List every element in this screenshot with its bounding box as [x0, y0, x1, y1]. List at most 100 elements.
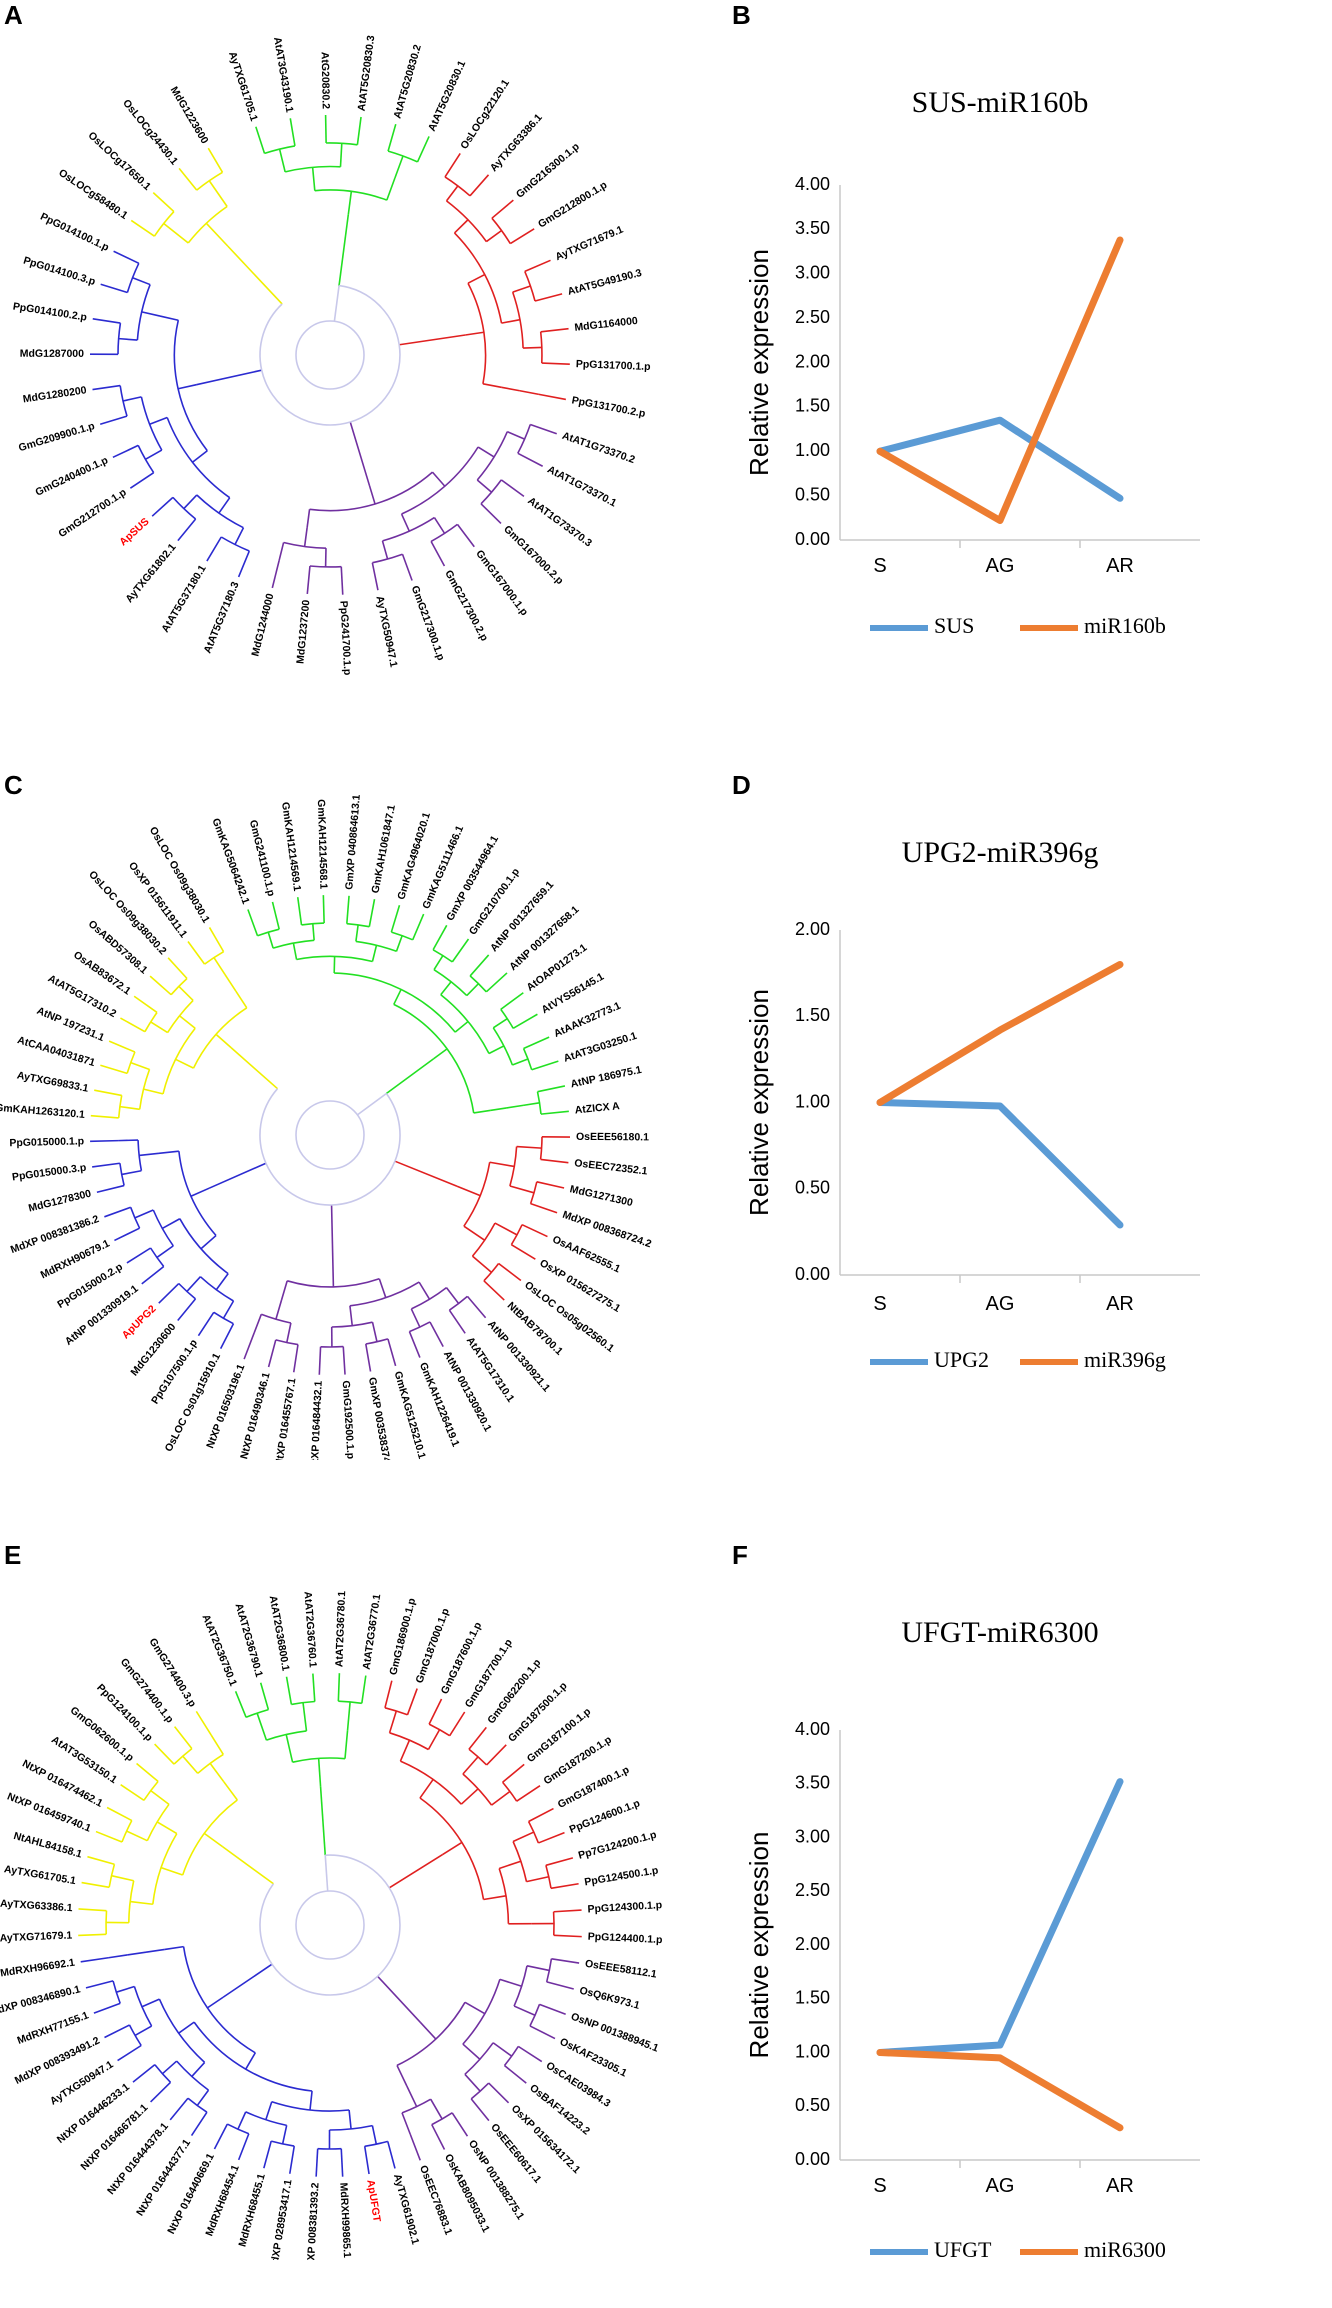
leaf-label: MdRXH68455.1 [236, 2172, 267, 2248]
tree-branch [303, 527, 308, 547]
tree-branch [477, 446, 495, 458]
tree-branch [460, 1788, 479, 1805]
tree-branch [419, 1778, 434, 1799]
tree-branch [120, 1784, 145, 1801]
series-line-ufgt [876, 1778, 1124, 2056]
tree-branch [126, 1830, 148, 1842]
tree-branch [539, 2003, 566, 2016]
leaf-label: AtNP 186975.1 [570, 1064, 643, 1091]
leaf-label: MdRXH96692.1 [0, 1957, 76, 1980]
tree-branch [182, 1755, 199, 1774]
leaf-label: OsEEC72352.1 [574, 1157, 649, 1177]
leaf-label: AtAT5G37180.3 [201, 580, 241, 655]
tree-branch [503, 2064, 527, 2084]
tree-branch [150, 1021, 169, 1034]
tree-branch [223, 1781, 238, 1801]
clade-purple: AtAT1G73370.2AtAT1G73370.1AtAT1G73370.3G… [249, 421, 637, 676]
tree-branch [416, 136, 430, 163]
tree-root-ring [295, 1890, 365, 1960]
tree-branch [523, 1036, 550, 1050]
clade-green: AyTXG61705.1 AtAT3G43190.1 AtG20830.2 AtAT5… [226, 35, 468, 286]
tree-branch [400, 513, 411, 532]
tree-branch [388, 1710, 398, 1734]
tree-branch [302, 1702, 308, 1732]
tree-branch [431, 2124, 446, 2150]
tree-branch [524, 259, 551, 273]
tree-branch [517, 452, 544, 467]
y-tick-label: 2.50 [795, 307, 830, 327]
leaf-label: MdG1278300 [27, 1188, 92, 1215]
tree-branch [476, 479, 493, 493]
tree-branch [151, 496, 174, 517]
tree-branch [210, 1734, 224, 1755]
backbone-branch [333, 285, 340, 322]
tree-arc [329, 2124, 373, 2131]
tree-branch [488, 2082, 510, 2104]
tree-branch [491, 1790, 511, 1806]
tree-branch [516, 1145, 542, 1149]
leaf-label: GmKAH1214568.1 [315, 799, 329, 889]
tree-branch [278, 542, 285, 561]
leaf-label: AtAT2G36770.1 [361, 1593, 384, 1670]
tree-branch [145, 449, 163, 461]
tree-branch [387, 1338, 397, 1367]
legend-label-mir396g: miR396g [1084, 1347, 1166, 1372]
clade-stem [222, 1846, 274, 1885]
tree-arc [149, 1247, 165, 1267]
tree-branch [108, 1040, 136, 1053]
leaf-label: AtAT5G37180.1 [159, 563, 208, 635]
tree-arc [464, 2042, 494, 2075]
tree-branch [309, 2090, 313, 2111]
leaf-label: AtAT2G36800.1 [267, 1595, 292, 1672]
leaf-label: PpG015000.3.p [11, 1162, 87, 1184]
panel-label-d: D [732, 770, 751, 800]
leaf-label: MdXP 028953417.1 [268, 2179, 295, 2260]
tree-arc [503, 2045, 519, 2067]
tree-branch [122, 396, 142, 402]
tree-branch [78, 1908, 107, 1912]
tree-branch [340, 566, 344, 595]
line-chart-b: SUS-miR160b Relative expression 0.00 0.50 1.… [744, 86, 1200, 638]
tree-branch [158, 1150, 179, 1155]
tree-branch [219, 1323, 235, 1350]
tree-branch [456, 523, 475, 548]
tree-branch [546, 1981, 574, 1990]
y-tick-label: 4.00 [795, 1719, 830, 1739]
tree-branch [156, 1245, 174, 1259]
backbone-arc [271, 1963, 379, 1996]
tree-branch [501, 386, 521, 392]
tree-branch [267, 931, 274, 949]
leaf-label: GmKAH1263120.1 [0, 1102, 85, 1121]
tree-arc [419, 1797, 485, 1900]
leaf-label: AtAT2G36760.1 [302, 1591, 319, 1668]
tree-branch [150, 1790, 170, 1805]
tree-branch [394, 155, 404, 179]
tree-branch [130, 1900, 153, 1906]
tree-branch [224, 973, 237, 992]
tree-branch [100, 1064, 128, 1075]
tree-branch [486, 1744, 507, 1766]
tree-branch [371, 1322, 378, 1342]
tree-branch [509, 1185, 535, 1194]
clade-stem [394, 1160, 458, 1187]
tree-branch [485, 229, 503, 243]
tree-branch [431, 471, 446, 487]
leaf-label: AyTXG61802.1 [123, 541, 178, 605]
tree-arc [389, 1732, 429, 1751]
backbone-arc [385, 1093, 401, 1162]
tree-branch [551, 1958, 580, 1964]
tree-branch [468, 1726, 487, 1750]
x-tick-label: AG [986, 555, 1015, 577]
x-tick-label: AG [986, 1293, 1015, 1315]
tree-branch [466, 1295, 487, 1319]
leaf-label: GmG217300.2.p [442, 568, 490, 643]
tree-branch [104, 2024, 130, 2039]
tree-branch [498, 1262, 522, 1282]
tree-branch [178, 167, 198, 191]
tree-branch [197, 1311, 215, 1337]
clade-stem [196, 369, 262, 386]
tree-arc [326, 142, 358, 146]
tree-branch [207, 147, 224, 173]
